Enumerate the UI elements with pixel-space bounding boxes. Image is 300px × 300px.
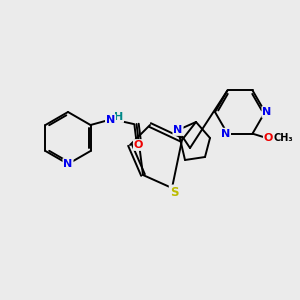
Text: S: S <box>170 185 178 199</box>
Text: O: O <box>264 133 273 143</box>
Text: O: O <box>134 140 143 150</box>
Text: CH₃: CH₃ <box>274 133 293 143</box>
Text: N: N <box>262 107 272 117</box>
Text: N: N <box>106 115 115 125</box>
Text: H: H <box>114 112 123 122</box>
Text: N: N <box>63 159 73 169</box>
Text: N: N <box>221 129 230 139</box>
Text: N: N <box>173 125 183 135</box>
